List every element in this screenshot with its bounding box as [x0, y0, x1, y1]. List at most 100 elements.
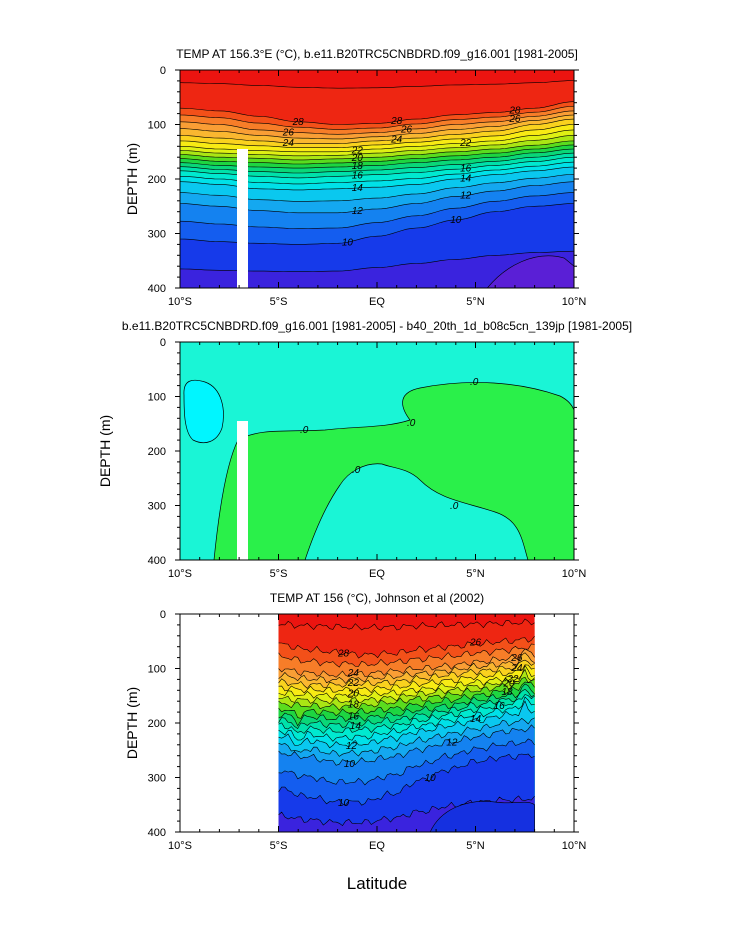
y-tick-label: 300	[148, 773, 166, 785]
y-tick-label: 200	[148, 446, 166, 458]
isotherm-line	[278, 717, 535, 757]
panel2-contour-label: .0	[300, 425, 309, 436]
x-tick-label: 5°S	[270, 296, 288, 308]
contour-label: 24	[390, 134, 403, 145]
contour-label: 24	[282, 138, 295, 149]
y-tick-label: 100	[148, 664, 166, 676]
y-tick-label: 0	[160, 65, 166, 77]
contour-label: 18	[501, 687, 513, 698]
y-tick-label: 100	[148, 392, 166, 404]
y-tick-label: 400	[148, 555, 166, 567]
contour-label: 28	[508, 105, 521, 116]
contour-label: 22	[459, 138, 472, 149]
x-axis-label: Latitude	[347, 874, 408, 893]
isotherm-line	[278, 659, 535, 689]
isotherm-line	[278, 618, 535, 631]
x-tick-label: 10°N	[562, 568, 587, 580]
contour-label: 26	[469, 638, 482, 649]
contour-label: 20	[351, 153, 364, 164]
contour-label: 14	[460, 173, 472, 184]
isotherm-line	[278, 648, 535, 678]
x-tick-label: EQ	[369, 840, 385, 852]
panel2-missing-column	[237, 421, 248, 560]
isotherm-line	[278, 724, 535, 766]
panel3-ylabel: DEPTH (m)	[124, 687, 140, 759]
contour-label: 10	[450, 215, 462, 226]
isotherm-line	[278, 753, 535, 806]
panel2-green-region	[213, 382, 574, 560]
panel3-axes: 10°S 5°S EQ 5°N 10°N 0 100 200 300 400	[148, 609, 587, 852]
y-tick-label: 0	[160, 337, 166, 349]
x-tick-label: 5°S	[270, 568, 288, 580]
x-tick-label: 10°S	[168, 296, 192, 308]
x-tick-label: EQ	[369, 568, 385, 580]
panel1-missing-column	[237, 149, 248, 288]
contour-label: 18	[352, 161, 364, 172]
isotherm-line	[278, 696, 535, 742]
panel1-ylabel: DEPTH (m)	[124, 143, 140, 215]
contour-label: 12	[346, 741, 358, 752]
isotherm-line	[278, 688, 535, 730]
panel2-ylabel: DEPTH (m)	[97, 415, 113, 487]
panel3-contours	[278, 618, 535, 832]
y-tick-label: 400	[148, 827, 166, 839]
contour-label: 12	[446, 737, 458, 748]
panel1-axes: 10°S 5°S EQ 5°N 10°N 0 100 200 300 400	[148, 65, 587, 308]
x-tick-label: 10°N	[562, 296, 587, 308]
x-tick-label: EQ	[369, 296, 385, 308]
isotherm-line	[278, 664, 535, 694]
isotherm-line	[278, 652, 535, 684]
cold-pool	[429, 801, 535, 832]
contour-label: 22	[347, 678, 360, 689]
isotherm-line	[180, 105, 574, 130]
panel2-contour-label: .0	[470, 377, 479, 388]
y-tick-label: 200	[148, 718, 166, 730]
panel3-fill	[278, 614, 535, 832]
panel3-title: TEMP AT 156 (°C), Johnson et al (2002)	[270, 591, 484, 605]
isotherm-line	[278, 694, 535, 734]
contour-label: 26	[282, 127, 295, 138]
contour-label: 24	[347, 668, 360, 679]
contour-label: 16	[348, 712, 360, 723]
x-tick-label: 5°N	[466, 296, 485, 308]
isotherm-line	[278, 681, 535, 719]
contour-label: 10	[338, 798, 350, 809]
contour-label: 10	[342, 237, 354, 248]
isotherm-line	[278, 738, 535, 786]
isotherm-line	[278, 668, 535, 705]
contour-label: 14	[350, 721, 362, 732]
panel1-fill	[180, 70, 574, 288]
x-tick-label: 10°N	[562, 840, 587, 852]
isotherm-line	[180, 80, 574, 89]
panel2-title: b.e11.B20TRC5CNBDRD.f09_g16.001 [1981-20…	[122, 319, 632, 333]
contour-label: 28	[337, 648, 350, 659]
panel2-contour-label: .0	[352, 465, 361, 476]
contour-label: 20	[502, 678, 515, 689]
contour-label: 12	[352, 206, 364, 217]
panel-model-temperature: TEMP AT 156.3°E (°C), b.e11.B20TRC5CNBDR…	[124, 47, 586, 308]
contour-label: 10	[344, 759, 356, 770]
contour-label: 26	[508, 114, 521, 125]
isotherm-line	[278, 636, 535, 659]
cold-pool	[486, 255, 574, 288]
isotherm-line	[278, 643, 535, 668]
isotherm-line	[180, 101, 574, 125]
contour-label: 10	[425, 773, 437, 784]
contour-label: 20	[347, 689, 360, 700]
y-tick-label: 300	[148, 229, 166, 241]
temperature-band	[180, 251, 574, 288]
contour-label: 14	[352, 183, 364, 194]
x-tick-label: 5°N	[466, 840, 485, 852]
isotherm-line	[180, 114, 574, 140]
panel2-cyan-blob	[183, 379, 224, 443]
isotherm-line	[180, 124, 574, 148]
contour-label: 28	[390, 116, 403, 127]
isotherm-line	[278, 676, 535, 711]
isotherm-line	[278, 683, 535, 727]
isotherm-line	[278, 700, 535, 749]
contour-label: 26	[400, 124, 413, 135]
panel-difference: b.e11.B20TRC5CNBDRD.f09_g16.001 [1981-20…	[97, 319, 632, 580]
x-tick-label: 5°S	[270, 840, 288, 852]
